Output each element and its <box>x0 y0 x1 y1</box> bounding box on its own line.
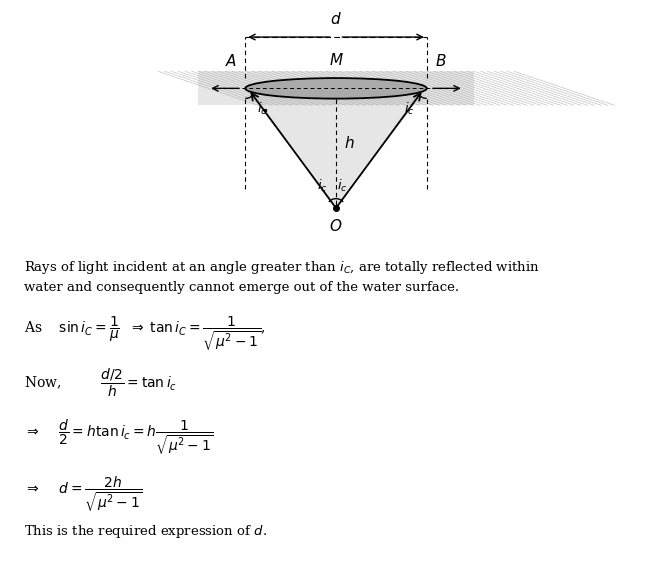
Polygon shape <box>198 71 474 105</box>
Polygon shape <box>245 88 427 208</box>
Text: $i_c$: $i_c$ <box>317 178 328 194</box>
Text: $\Rightarrow$    $d = \dfrac{2h}{\sqrt{\mu^2-1}}$: $\Rightarrow$ $d = \dfrac{2h}{\sqrt{\mu^… <box>24 475 142 514</box>
Text: $i_c$: $i_c$ <box>404 101 415 117</box>
Text: $A$: $A$ <box>225 53 237 69</box>
Text: $i_c$: $i_c$ <box>257 101 268 117</box>
Ellipse shape <box>245 78 427 99</box>
Text: $i_c$: $i_c$ <box>337 178 348 194</box>
Text: $M$: $M$ <box>329 52 343 68</box>
Text: Rays of light incident at an angle greater than $i_C$, are totally reflected wit: Rays of light incident at an angle great… <box>24 259 539 276</box>
Text: $B$: $B$ <box>435 53 446 69</box>
Text: $O$: $O$ <box>329 218 343 234</box>
Text: $h$: $h$ <box>344 135 355 150</box>
Text: $\Rightarrow$    $\dfrac{d}{2} = h \tan i_c = h\dfrac{1}{\sqrt{\mu^2-1}}$: $\Rightarrow$ $\dfrac{d}{2} = h \tan i_c… <box>24 418 213 457</box>
Text: As    $\sin i_C =\dfrac{1}{\mu}$  $\Rightarrow$ $\tan i_C =\dfrac{1}{\sqrt{\mu^2: As $\sin i_C =\dfrac{1}{\mu}$ $\Rightarr… <box>24 315 265 353</box>
Text: Now,         $\dfrac{d/2}{h} = \tan i_c$: Now, $\dfrac{d/2}{h} = \tan i_c$ <box>24 367 177 399</box>
Text: water and consequently cannot emerge out of the water surface.: water and consequently cannot emerge out… <box>24 281 459 294</box>
Text: This is the required expression of $d$.: This is the required expression of $d$. <box>24 523 267 540</box>
Text: $d$: $d$ <box>330 11 342 27</box>
